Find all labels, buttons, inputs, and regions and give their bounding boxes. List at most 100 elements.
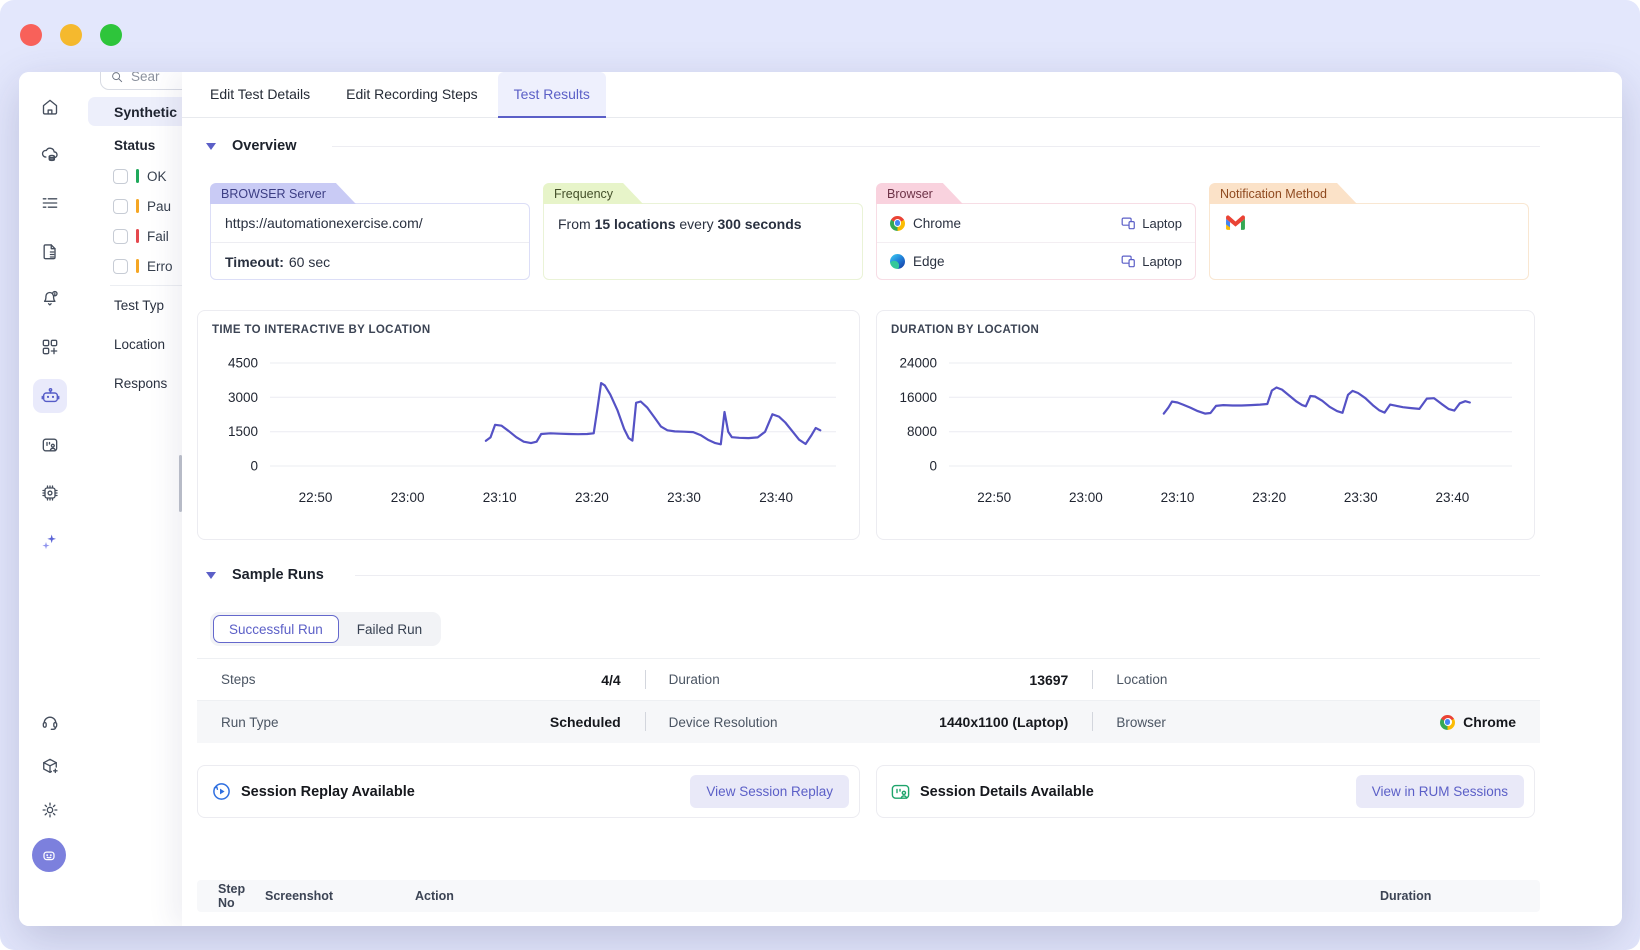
overview-cards: BROWSER Server https://automationexercis… [210, 182, 1529, 280]
divider [355, 575, 1540, 576]
overview-section-header: Overview [206, 138, 297, 154]
session-details-card: Session Details Available View in RUM Se… [876, 765, 1535, 818]
processes-chip-icon[interactable] [40, 483, 60, 503]
svg-text:22:50: 22:50 [977, 490, 1011, 505]
logs-icon[interactable] [40, 193, 60, 213]
svg-text:0: 0 [250, 459, 258, 474]
status-color-bar [136, 199, 139, 213]
filter-section-location[interactable]: Location [114, 337, 166, 352]
test-url: https://automationexercise.com/ [211, 204, 529, 243]
session-replay-card: Session Replay Available View Session Re… [197, 765, 860, 818]
checkbox[interactable] [113, 168, 128, 184]
browser-value: Chrome [1463, 714, 1517, 730]
panel-scrollbar-thumb[interactable] [179, 455, 182, 512]
notification-method-card: Notification Method [1209, 182, 1529, 280]
run-stats: Steps 4/4 Duration 13697 Location Run Type… [197, 658, 1540, 743]
run-type-value: Scheduled [549, 714, 621, 730]
close-window-button[interactable] [20, 24, 42, 46]
browser-card: Browser Chrome Laptop Edge Laptop [876, 182, 1196, 280]
svg-text:23:40: 23:40 [1436, 490, 1470, 505]
session-details-text: Session Details Available [920, 783, 1094, 800]
svg-text:23:40: 23:40 [759, 490, 793, 505]
maximize-window-button[interactable] [100, 24, 122, 46]
status-option-ok[interactable]: OK [113, 168, 167, 184]
steps-table-header: Step No Screenshot Action Duration [197, 880, 1540, 912]
view-session-replay-button[interactable]: View Session Replay [690, 775, 849, 808]
profile-avatar[interactable] [32, 838, 66, 872]
filter-section-response[interactable]: Respons [114, 376, 168, 391]
chart-title: DURATION BY LOCATION [891, 324, 1040, 336]
svg-text:8000: 8000 [907, 424, 937, 439]
status-filter-heading: Status [114, 138, 156, 153]
rum-sessions-icon[interactable] [40, 435, 60, 455]
tab-edit-recording-steps[interactable]: Edit Recording Steps [346, 86, 478, 102]
column-action: Action [415, 889, 454, 903]
frequency-card: Frequency From 15 locations every 300 se… [543, 182, 863, 280]
sample-runs-heading: Sample Runs [232, 567, 324, 583]
chrome-icon [1440, 714, 1456, 730]
checkbox[interactable] [113, 258, 128, 274]
minimize-window-button[interactable] [60, 24, 82, 46]
device-label: Laptop [1142, 254, 1182, 269]
svg-text:23:30: 23:30 [667, 490, 701, 505]
svg-text:3000: 3000 [228, 390, 258, 405]
view-rum-sessions-button[interactable]: View in RUM Sessions [1355, 775, 1524, 808]
svg-text:0: 0 [929, 459, 937, 474]
status-color-bar [136, 259, 139, 273]
icon-sidebar [19, 72, 80, 926]
divider [110, 285, 240, 286]
svg-text:23:20: 23:20 [575, 490, 609, 505]
tti-chart-card: TIME TO INTERACTIVE BY LOCATION 0 1500 300… [197, 310, 860, 540]
column-screenshot: Screenshot [265, 889, 334, 903]
reports-icon[interactable] [40, 242, 60, 262]
tab-edit-test-details[interactable]: Edit Test Details [210, 86, 311, 102]
duration-chart-card: DURATION BY LOCATION 0 8000 16000 24000 22:5… [876, 310, 1535, 540]
card-tab-label: Notification Method [1209, 183, 1357, 204]
settings-gear-icon[interactable] [40, 800, 60, 820]
svg-text:4500: 4500 [228, 356, 258, 371]
status-option-error[interactable]: Erro [113, 258, 173, 274]
run-toggle: Successful Run Failed Run [210, 612, 442, 646]
tab-test-results[interactable]: Test Results [497, 72, 606, 118]
filter-section-test-type[interactable]: Test Typ [114, 298, 165, 313]
browser-row-edge: Edge Laptop [877, 242, 1195, 279]
home-icon[interactable] [40, 97, 60, 117]
dashboards-add-icon[interactable] [40, 337, 60, 357]
card-tab-label: BROWSER Server [210, 183, 356, 204]
gmail-icon [1226, 215, 1245, 230]
integrations-cube-icon[interactable] [40, 756, 60, 776]
card-tab-label: Frequency [543, 183, 643, 204]
collapse-caret-icon[interactable] [206, 571, 216, 579]
checkbox[interactable] [113, 228, 128, 244]
alerts-bell-icon[interactable] [40, 288, 60, 308]
chart-title: TIME TO INTERACTIVE BY LOCATION [212, 324, 431, 336]
svg-text:22:50: 22:50 [299, 490, 333, 505]
status-option-failed[interactable]: Fail [113, 228, 169, 244]
synthetic-monitoring-robot-icon[interactable] [33, 379, 67, 413]
svg-text:1500: 1500 [228, 424, 258, 439]
sample-runs-section-header: Sample Runs [206, 567, 324, 583]
window-controls [20, 24, 122, 46]
support-headset-icon[interactable] [40, 712, 60, 732]
svg-text:23:10: 23:10 [483, 490, 517, 505]
divider [332, 146, 1540, 147]
duration-line-chart: 0 8000 16000 24000 22:50 23:00 23:10 23:20 23:30… [899, 356, 1512, 505]
session-details-icon [891, 784, 910, 799]
timeout-label: Timeout: [225, 254, 284, 270]
svg-text:23:00: 23:00 [391, 490, 425, 505]
ai-sparkle-icon[interactable] [40, 532, 60, 552]
status-color-bar [136, 229, 139, 243]
svg-text:23:00: 23:00 [1069, 490, 1103, 505]
failed-run-button[interactable]: Failed Run [356, 621, 423, 637]
collapse-caret-icon[interactable] [206, 142, 216, 150]
stats-row: Steps 4/4 Duration 13697 Location [197, 658, 1540, 700]
timeout-value: 60 sec [288, 254, 331, 270]
duration-value: 13697 [1029, 671, 1069, 688]
status-option-paused[interactable]: Pau [113, 198, 171, 214]
svg-text:23:20: 23:20 [1252, 490, 1286, 505]
successful-run-button[interactable]: Successful Run [213, 615, 339, 643]
infrastructure-icon[interactable] [40, 145, 60, 165]
stats-row: Run Type Scheduled Device Resolution 1440x… [197, 700, 1540, 743]
checkbox[interactable] [113, 198, 128, 214]
